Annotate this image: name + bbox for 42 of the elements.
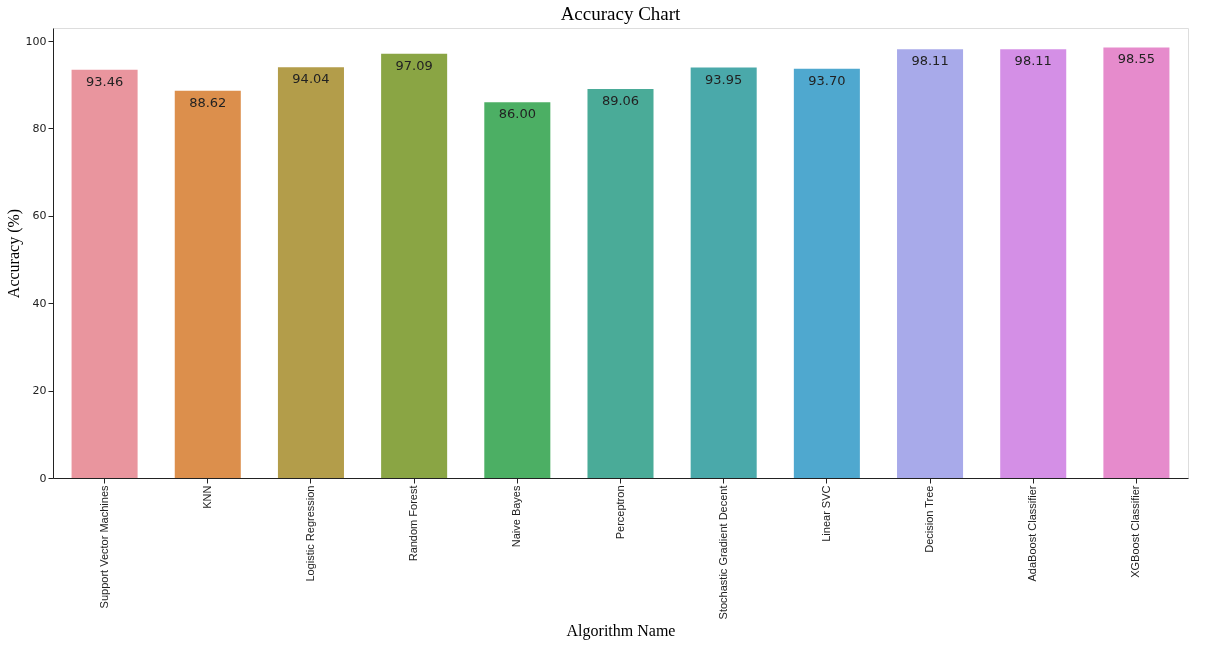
x-axis-title: Algorithm Name xyxy=(566,622,676,641)
data-label: 97.09 xyxy=(395,57,433,73)
data-label: 93.46 xyxy=(85,73,124,89)
x-tick-label: Random Forest xyxy=(407,485,420,562)
y-axis-title: Accuracy (%) xyxy=(4,208,23,299)
bar xyxy=(1000,49,1067,478)
data-label: 88.62 xyxy=(189,94,227,110)
x-tick-label: KNN xyxy=(200,485,213,509)
x-tick-label: Perceptron xyxy=(613,485,626,540)
y-tick-label: 0 xyxy=(39,471,47,485)
data-label: 98.55 xyxy=(1117,51,1156,67)
bar xyxy=(277,67,344,478)
x-tick-label: Logistic Regression xyxy=(303,485,316,582)
x-tick-label: AdaBoost Classifier xyxy=(1026,485,1039,582)
y-tick-label: 60 xyxy=(32,209,47,223)
bar xyxy=(381,53,448,478)
y-tick-label: 80 xyxy=(32,121,47,135)
y-tick-label: 100 xyxy=(25,34,47,48)
data-label: 86.00 xyxy=(498,106,536,122)
x-tick-label: Support Vector Machines xyxy=(97,485,110,609)
bar xyxy=(793,68,860,478)
data-label: 94.04 xyxy=(292,71,330,87)
data-label: 93.70 xyxy=(808,72,846,88)
chart-title: Accuracy Chart xyxy=(560,3,682,24)
x-tick-label: Decision Tree xyxy=(923,485,936,553)
data-label: 93.95 xyxy=(705,71,743,87)
data-label: 98.11 xyxy=(911,53,949,69)
x-tick-label: Linear SVC xyxy=(819,485,832,542)
y-tick-label: 40 xyxy=(32,296,47,310)
bar xyxy=(897,49,964,478)
data-label: 98.11 xyxy=(1014,53,1052,69)
bar xyxy=(1103,47,1170,478)
bar xyxy=(71,69,138,478)
bar xyxy=(587,88,654,478)
bar xyxy=(484,102,551,478)
y-tick-label: 20 xyxy=(32,384,47,398)
x-tick-label: Stochastic Gradient Decent xyxy=(716,485,729,620)
data-label: 89.06 xyxy=(601,92,640,108)
x-tick-label: Naive Bayes xyxy=(510,485,523,548)
bar xyxy=(174,90,241,478)
x-tick-label: XGBoost Classifier xyxy=(1129,485,1142,578)
bar xyxy=(690,67,757,478)
